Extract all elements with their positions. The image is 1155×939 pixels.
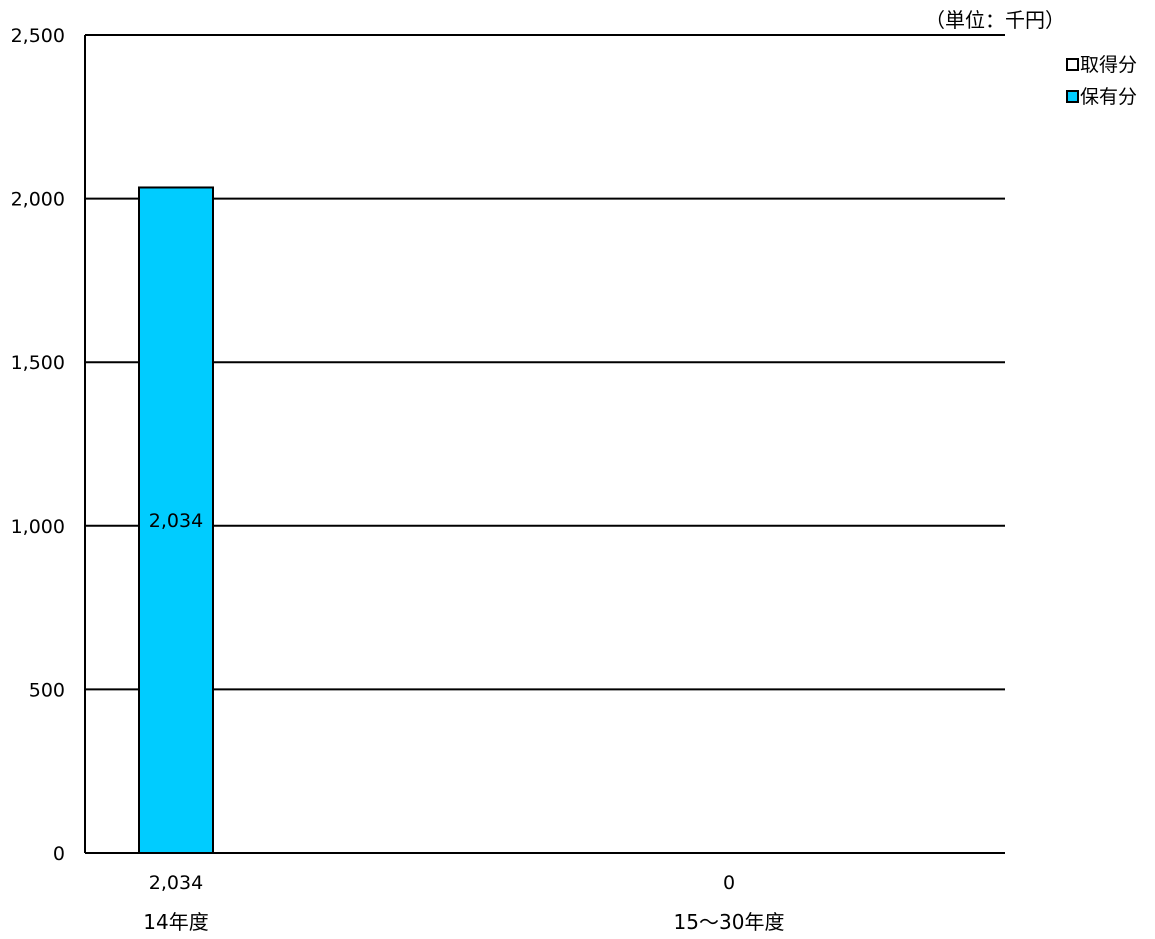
x-tick-labels: 14年度 15〜30年度: [143, 910, 784, 934]
y-tick-label: 1,500: [11, 352, 65, 374]
y-tick-label: 1,000: [11, 516, 65, 538]
legend-label: 取得分: [1080, 54, 1137, 76]
data-label: 2,034: [149, 510, 203, 532]
y-tick-label: 0: [53, 843, 65, 865]
legend-swatch: [1066, 90, 1079, 103]
axes: [84, 34, 1005, 854]
category-total: 2,034: [149, 872, 203, 894]
gridlines: [85, 34, 1005, 691]
bar-保有分: [138, 186, 214, 854]
x-tick-label: 15〜30年度: [674, 910, 785, 934]
y-tick-label: 2,000: [11, 189, 65, 211]
y-tick-labels: 0 500 1,000 1,500 2,000 2,500: [11, 25, 65, 865]
unit-note: （単位：千円）: [925, 8, 1065, 32]
y-tick-label: 2,500: [11, 25, 65, 47]
bars: [138, 186, 214, 854]
y-tick-label: 500: [29, 679, 65, 701]
data-labels: 2,034: [149, 510, 203, 532]
category-totals: 2,034 0: [149, 872, 735, 894]
legend-label: 保有分: [1080, 86, 1137, 108]
x-tick-label: 14年度: [143, 910, 208, 934]
legend-swatch: [1066, 58, 1079, 71]
category-total: 0: [723, 872, 735, 894]
